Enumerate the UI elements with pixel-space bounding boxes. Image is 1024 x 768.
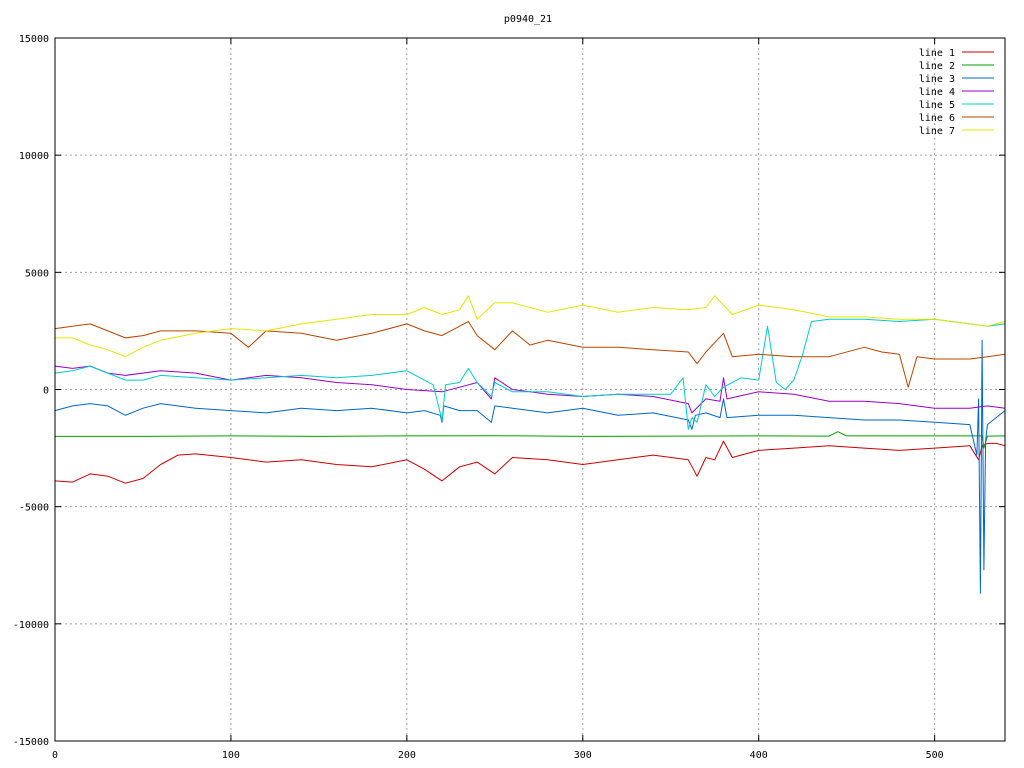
series-line-3	[54, 339, 1006, 594]
y-tick-label: 5000	[25, 268, 49, 279]
x-tick-label: 200	[398, 750, 416, 761]
y-tick-label: -5000	[19, 503, 49, 514]
chart-title: p0940_21	[504, 14, 552, 25]
y-tick-label: -10000	[13, 620, 49, 631]
x-tick-label: 300	[574, 750, 592, 761]
legend-label: line 5	[919, 100, 955, 111]
legend-label: line 7	[919, 126, 955, 137]
grid	[55, 38, 1005, 741]
series-line-5	[54, 318, 1006, 430]
y-tick-label: 15000	[19, 34, 49, 45]
legend-label: line 3	[919, 74, 955, 85]
axis-ticks: 0 100 200 300 400 500 -15000 -10000 -5000 0 5000 10…	[13, 34, 1005, 761]
series-line-2	[55, 431, 1006, 449]
legend-label: line 1	[919, 48, 955, 59]
series-lines	[54, 295, 1006, 594]
legend-label: line 2	[919, 61, 955, 72]
series-line-7	[55, 295, 1006, 358]
series-line-6	[54, 321, 1006, 388]
x-tick-label: 500	[926, 750, 944, 761]
y-tick-label: 0	[43, 386, 49, 397]
x-tick-label: 100	[222, 750, 240, 761]
legend-label: line 6	[919, 113, 955, 124]
y-tick-label: -15000	[13, 737, 49, 748]
series-line-1	[54, 440, 1006, 484]
legend-label: line 4	[919, 87, 955, 98]
legend: line 1 line 2 line 3 line 4 line 5 line 6 line…	[919, 48, 994, 137]
x-tick-label: 0	[52, 750, 58, 761]
y-tick-label: 10000	[19, 151, 49, 162]
x-tick-label: 400	[750, 750, 768, 761]
